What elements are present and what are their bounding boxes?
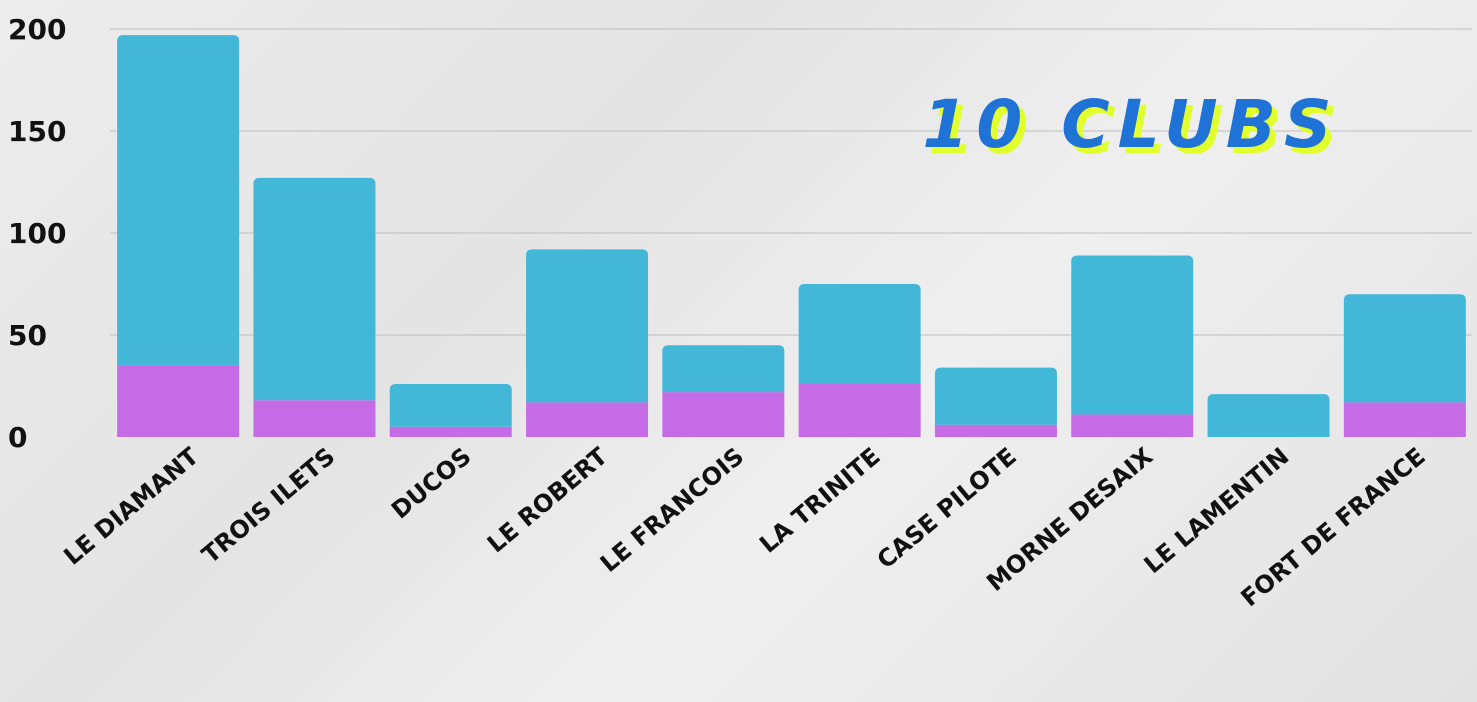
bar-segment	[1071, 414, 1194, 437]
x-category-label: LE LAMENTIN	[1139, 442, 1295, 579]
bar-segment	[798, 383, 921, 437]
bar-segment	[934, 367, 1057, 425]
y-axis-ticks: 0 50 100 150 200	[8, 13, 66, 454]
bar-segment	[253, 177, 376, 401]
chart-title-group: 10 CLUBS 10 CLUBS	[922, 86, 1345, 169]
bar-segment	[117, 35, 240, 366]
x-category-label: CASE PILOTE	[872, 442, 1022, 574]
x-category-label: LE ROBERT	[482, 442, 613, 559]
bar-segment	[1343, 402, 1466, 437]
x-category-label: LE DIAMANT	[59, 442, 205, 571]
x-category-label: LE FRANCOIS	[595, 442, 749, 578]
chart-title: 10 CLUBS	[922, 86, 1339, 163]
x-category-label: LA TRINITE	[754, 442, 885, 558]
y-tick-label: 100	[8, 217, 66, 250]
bar-segment	[526, 402, 649, 437]
bar-segment	[798, 284, 921, 384]
bar-segment	[662, 345, 785, 393]
chart-title-shadow: 10 CLUBS	[928, 92, 1345, 169]
bar-segment	[526, 249, 649, 403]
bar-segment	[1071, 255, 1194, 415]
x-category-label: DUCOS	[386, 442, 477, 524]
x-category-label: TROIS ILETS	[197, 442, 341, 569]
y-tick-label: 50	[8, 319, 47, 352]
y-tick-label: 0	[8, 421, 27, 454]
bar-segment	[253, 400, 376, 437]
y-tick-label: 150	[8, 115, 66, 148]
bar-segment	[1207, 394, 1330, 437]
bar-segment	[117, 365, 240, 437]
bar-segment	[389, 383, 512, 427]
bar-segment	[662, 392, 785, 437]
bar-segment	[1343, 294, 1466, 403]
bar-segment	[934, 424, 1057, 437]
y-tick-label: 200	[8, 13, 66, 46]
bars	[117, 35, 1466, 437]
bar-segment	[389, 426, 512, 437]
